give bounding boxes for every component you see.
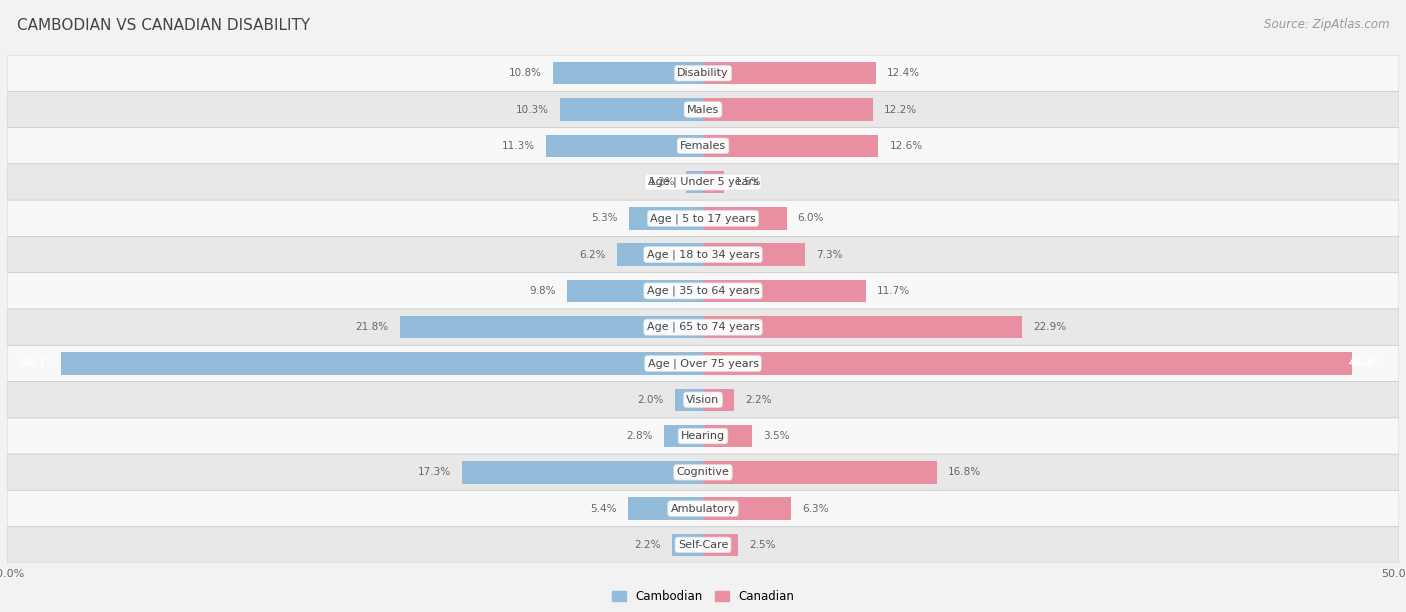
- FancyBboxPatch shape: [7, 490, 1399, 527]
- Bar: [553, 62, 703, 84]
- Text: 12.6%: 12.6%: [890, 141, 922, 151]
- Text: 6.0%: 6.0%: [797, 214, 824, 223]
- FancyBboxPatch shape: [7, 128, 1399, 164]
- Text: 2.2%: 2.2%: [745, 395, 772, 405]
- Text: 11.3%: 11.3%: [502, 141, 534, 151]
- Text: Age | 35 to 64 years: Age | 35 to 64 years: [647, 286, 759, 296]
- Text: 2.0%: 2.0%: [638, 395, 664, 405]
- FancyBboxPatch shape: [7, 382, 1399, 418]
- Text: Age | 65 to 74 years: Age | 65 to 74 years: [647, 322, 759, 332]
- FancyBboxPatch shape: [7, 236, 1399, 273]
- Text: 2.8%: 2.8%: [627, 431, 652, 441]
- Text: 1.5%: 1.5%: [735, 177, 762, 187]
- Text: Vision: Vision: [686, 395, 720, 405]
- FancyBboxPatch shape: [7, 91, 1399, 128]
- FancyBboxPatch shape: [7, 527, 1399, 563]
- Text: 17.3%: 17.3%: [418, 468, 451, 477]
- Text: 2.2%: 2.2%: [634, 540, 661, 550]
- FancyBboxPatch shape: [7, 454, 1399, 490]
- Text: Age | 18 to 34 years: Age | 18 to 34 years: [647, 249, 759, 260]
- FancyBboxPatch shape: [7, 164, 1399, 200]
- Bar: [703, 99, 873, 121]
- FancyBboxPatch shape: [7, 273, 1399, 309]
- Text: 6.2%: 6.2%: [579, 250, 606, 259]
- Text: Disability: Disability: [678, 68, 728, 78]
- Bar: [675, 389, 703, 411]
- Text: 3.5%: 3.5%: [763, 431, 789, 441]
- Text: 12.2%: 12.2%: [884, 105, 917, 114]
- Bar: [703, 461, 936, 483]
- Bar: [703, 207, 786, 230]
- Text: 10.8%: 10.8%: [509, 68, 541, 78]
- Bar: [628, 498, 703, 520]
- Text: 5.4%: 5.4%: [591, 504, 617, 513]
- Bar: [630, 207, 703, 230]
- Text: 12.4%: 12.4%: [887, 68, 920, 78]
- Bar: [703, 389, 734, 411]
- Text: Age | Over 75 years: Age | Over 75 years: [648, 358, 758, 369]
- Bar: [617, 244, 703, 266]
- Bar: [703, 171, 724, 193]
- FancyBboxPatch shape: [7, 345, 1399, 382]
- Text: Hearing: Hearing: [681, 431, 725, 441]
- Text: 6.3%: 6.3%: [801, 504, 828, 513]
- Bar: [567, 280, 703, 302]
- Bar: [463, 461, 703, 483]
- Bar: [703, 280, 866, 302]
- Bar: [703, 62, 876, 84]
- FancyBboxPatch shape: [7, 55, 1399, 91]
- Bar: [703, 244, 804, 266]
- Text: Cognitive: Cognitive: [676, 468, 730, 477]
- Bar: [672, 534, 703, 556]
- FancyBboxPatch shape: [7, 418, 1399, 454]
- Bar: [703, 353, 1351, 375]
- Text: 21.8%: 21.8%: [356, 322, 388, 332]
- Bar: [399, 316, 703, 338]
- Text: 2.5%: 2.5%: [749, 540, 776, 550]
- Text: 5.3%: 5.3%: [592, 214, 619, 223]
- Text: 46.1%: 46.1%: [21, 359, 58, 368]
- Bar: [703, 534, 738, 556]
- Text: 1.2%: 1.2%: [648, 177, 675, 187]
- Bar: [703, 425, 752, 447]
- Text: Ambulatory: Ambulatory: [671, 504, 735, 513]
- Text: 11.7%: 11.7%: [877, 286, 910, 296]
- Text: Age | Under 5 years: Age | Under 5 years: [648, 177, 758, 187]
- Text: Males: Males: [688, 105, 718, 114]
- Legend: Cambodian, Canadian: Cambodian, Canadian: [607, 586, 799, 608]
- Text: 10.3%: 10.3%: [516, 105, 548, 114]
- Bar: [664, 425, 703, 447]
- Text: Source: ZipAtlas.com: Source: ZipAtlas.com: [1264, 18, 1389, 31]
- FancyBboxPatch shape: [7, 200, 1399, 236]
- Text: CAMBODIAN VS CANADIAN DISABILITY: CAMBODIAN VS CANADIAN DISABILITY: [17, 18, 309, 34]
- Text: 16.8%: 16.8%: [948, 468, 981, 477]
- Bar: [703, 498, 790, 520]
- Text: 22.9%: 22.9%: [1033, 322, 1066, 332]
- Bar: [546, 135, 703, 157]
- Text: Self-Care: Self-Care: [678, 540, 728, 550]
- Bar: [703, 316, 1022, 338]
- Text: 7.3%: 7.3%: [815, 250, 842, 259]
- Text: 46.6%: 46.6%: [1348, 359, 1385, 368]
- Text: Females: Females: [681, 141, 725, 151]
- Bar: [703, 135, 879, 157]
- Bar: [560, 99, 703, 121]
- Bar: [686, 171, 703, 193]
- Text: 9.8%: 9.8%: [529, 286, 555, 296]
- FancyBboxPatch shape: [7, 309, 1399, 345]
- Text: Age | 5 to 17 years: Age | 5 to 17 years: [650, 213, 756, 223]
- Bar: [62, 353, 703, 375]
